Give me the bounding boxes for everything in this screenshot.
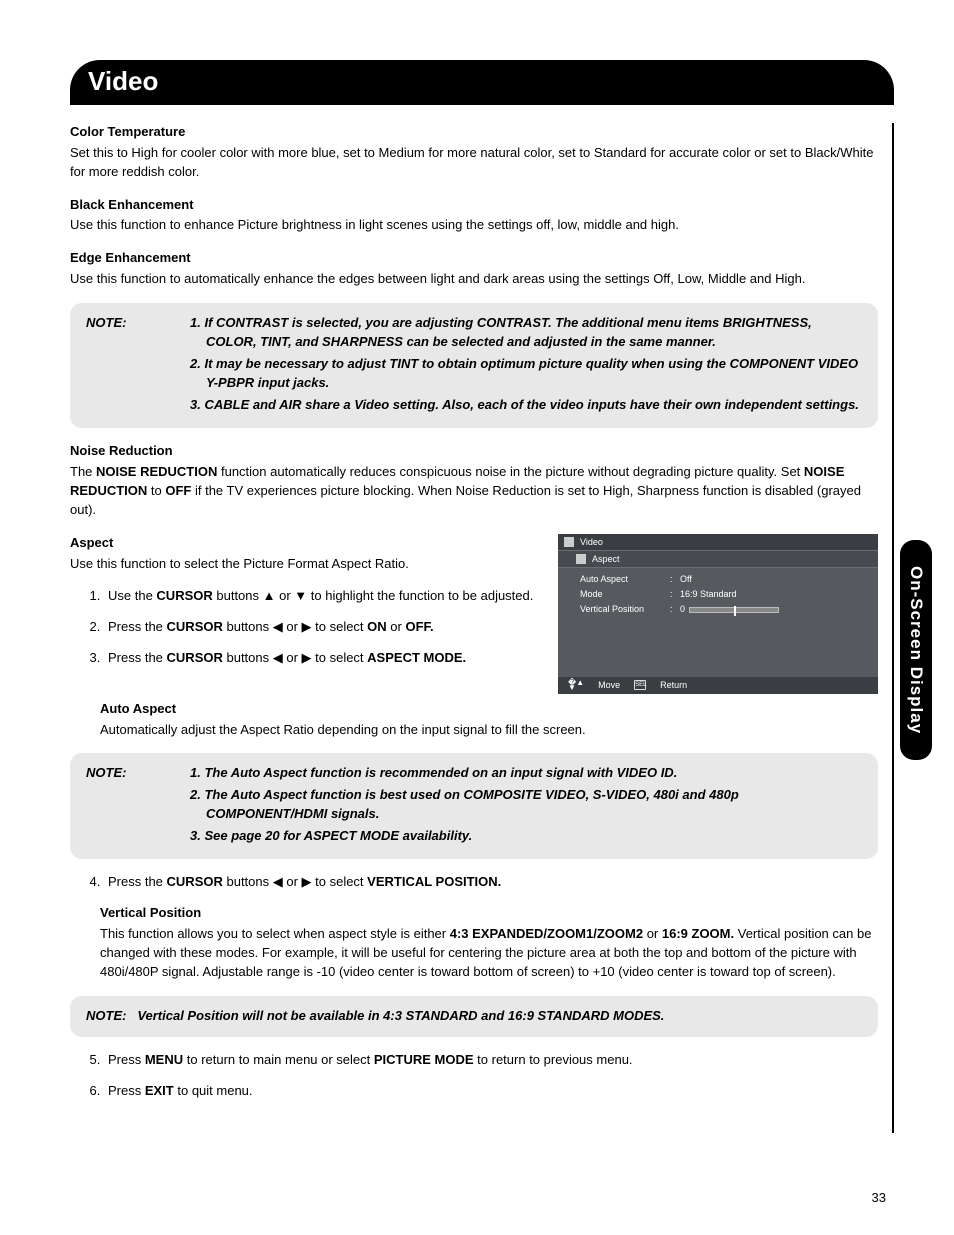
osd-header-text: Video xyxy=(580,537,603,547)
section-black-enhancement: Black Enhancement Use this function to e… xyxy=(70,196,878,236)
section-aspect: Aspect Use this function to select the P… xyxy=(70,534,538,574)
heading-vertical-position: Vertical Position xyxy=(100,904,878,923)
steps-list: Use the CURSOR buttons ▲ or ▼ to highlig… xyxy=(70,587,538,668)
heading-edge-enhancement: Edge Enhancement xyxy=(70,249,878,268)
note-box-1: NOTE: 1. If CONTRAST is selected, you ar… xyxy=(70,303,878,429)
osd-footer: �▲▼ Move SEL Return xyxy=(558,677,878,694)
content-area: Color Temperature Set this to High for c… xyxy=(70,123,894,1133)
body-vertical-position: This function allows you to select when … xyxy=(100,925,878,982)
section-vertical-position: Vertical Position This function allows y… xyxy=(70,904,878,981)
osd-footer-move: Move xyxy=(598,680,620,690)
osd-row-vertical-position: Vertical Position:0 xyxy=(580,602,868,617)
osd-screenshot: Video Aspect Auto Aspect:Off Mode:16:9 S… xyxy=(558,534,878,694)
note2-item3: 3. See page 20 for ASPECT MODE availabil… xyxy=(138,826,862,846)
step-2: Press the CURSOR buttons ◀ or ▶ to selec… xyxy=(104,618,538,637)
note-label: NOTE: xyxy=(86,763,138,847)
step-6: Press EXIT to quit menu. xyxy=(104,1082,878,1101)
step-4: Press the CURSOR buttons ◀ or ▶ to selec… xyxy=(104,873,878,892)
note-box-3: NOTE: Vertical Position will not be avai… xyxy=(70,996,878,1038)
heading-auto-aspect: Auto Aspect xyxy=(100,700,878,719)
body-edge-enhancement: Use this function to automatically enhan… xyxy=(70,270,878,289)
osd-row-mode: Mode:16:9 Standard xyxy=(580,587,868,602)
heading-aspect: Aspect xyxy=(70,534,538,553)
page-title: Video xyxy=(88,66,158,96)
osd-header: Video xyxy=(558,534,878,551)
step-5: Press MENU to return to main menu or sel… xyxy=(104,1051,878,1070)
osd-subheader: Aspect xyxy=(558,551,878,568)
note3-body: Vertical Position will not be available … xyxy=(130,1008,664,1023)
osd-sub-text: Aspect xyxy=(592,554,620,564)
aspect-icon xyxy=(576,554,586,564)
section-color-temperature: Color Temperature Set this to High for c… xyxy=(70,123,878,182)
heading-black-enhancement: Black Enhancement xyxy=(70,196,878,215)
body-black-enhancement: Use this function to enhance Picture bri… xyxy=(70,216,878,235)
body-auto-aspect: Automatically adjust the Aspect Ratio de… xyxy=(100,721,878,740)
body-noise-reduction: The NOISE REDUCTION function automatical… xyxy=(70,463,878,520)
osd-body: Auto Aspect:Off Mode:16:9 Standard Verti… xyxy=(558,568,878,622)
note-label: NOTE: xyxy=(86,1008,126,1023)
note1-item3: 3. CABLE and AIR share a Video setting. … xyxy=(138,395,862,415)
note-label: NOTE: xyxy=(86,313,138,417)
step-3: Press the CURSOR buttons ◀ or ▶ to selec… xyxy=(104,649,538,668)
page: Video Color Temperature Set this to High… xyxy=(0,0,954,1235)
sel-icon: SEL xyxy=(634,680,646,690)
body-color-temperature: Set this to High for cooler color with m… xyxy=(70,144,878,182)
video-icon xyxy=(564,537,574,547)
heading-color-temperature: Color Temperature xyxy=(70,123,878,142)
heading-noise-reduction: Noise Reduction xyxy=(70,442,878,461)
section-edge-enhancement: Edge Enhancement Use this function to au… xyxy=(70,249,878,289)
osd-row-auto-aspect: Auto Aspect:Off xyxy=(580,572,868,587)
move-arrows-icon: �▲▼ xyxy=(568,680,584,691)
side-tab-label: On-Screen Display xyxy=(906,566,926,734)
page-title-bar: Video xyxy=(70,60,894,105)
note2-item1: 1. The Auto Aspect function is recommend… xyxy=(138,763,862,783)
page-number: 33 xyxy=(872,1190,886,1205)
steps-list-final: Press MENU to return to main menu or sel… xyxy=(70,1051,878,1101)
aspect-two-column: Aspect Use this function to select the P… xyxy=(70,534,878,694)
body-aspect: Use this function to select the Picture … xyxy=(70,555,538,574)
note1-item2: 2. It may be necessary to adjust TINT to… xyxy=(138,354,862,393)
note2-item2: 2. The Auto Aspect function is best used… xyxy=(138,785,862,824)
section-noise-reduction: Noise Reduction The NOISE REDUCTION func… xyxy=(70,442,878,519)
side-tab: On-Screen Display xyxy=(900,540,932,760)
osd-footer-return: Return xyxy=(660,680,687,690)
step-1: Use the CURSOR buttons ▲ or ▼ to highlig… xyxy=(104,587,538,606)
section-auto-aspect: Auto Aspect Automatically adjust the Asp… xyxy=(70,700,878,740)
note1-item1: 1. If CONTRAST is selected, you are adju… xyxy=(138,313,862,352)
note-box-2: NOTE: 1. The Auto Aspect function is rec… xyxy=(70,753,878,859)
osd-slider xyxy=(689,607,779,613)
steps-list-cont: Press the CURSOR buttons ◀ or ▶ to selec… xyxy=(70,873,878,892)
